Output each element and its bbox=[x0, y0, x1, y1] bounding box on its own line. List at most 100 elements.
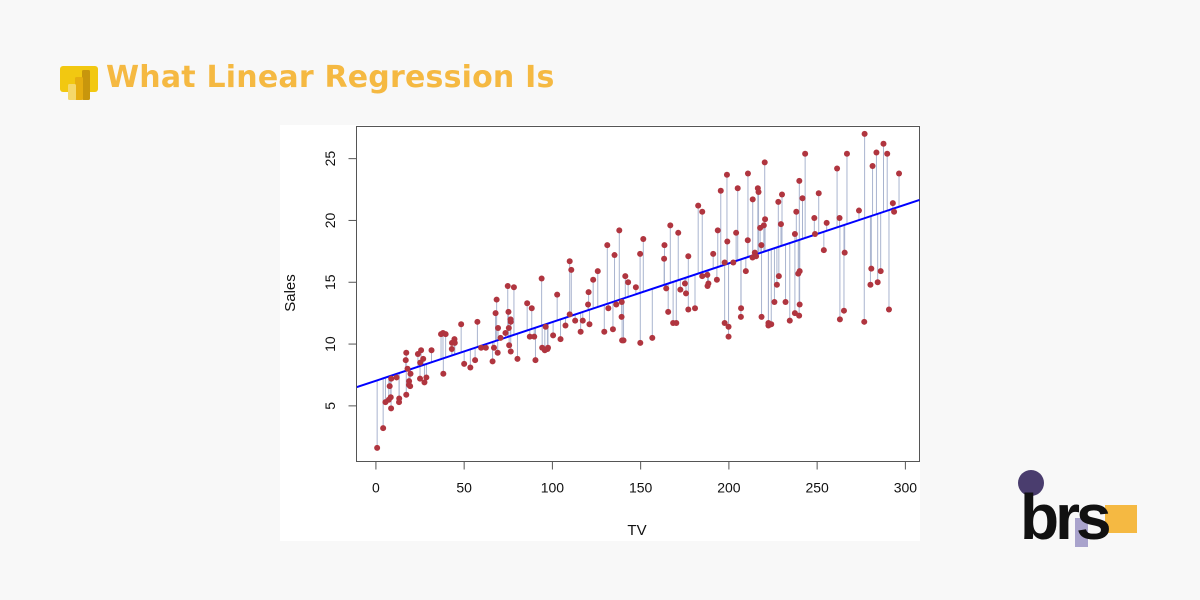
data-point bbox=[721, 320, 728, 327]
data-point bbox=[868, 265, 875, 272]
data-point bbox=[557, 336, 564, 343]
brs-logo: brs bbox=[1010, 460, 1150, 553]
data-point bbox=[538, 275, 545, 282]
data-point bbox=[387, 394, 394, 401]
data-point bbox=[713, 276, 720, 283]
data-point bbox=[877, 268, 884, 275]
data-point bbox=[625, 279, 632, 286]
data-point bbox=[507, 316, 514, 323]
data-point bbox=[640, 235, 647, 242]
data-point bbox=[505, 308, 512, 315]
data-point bbox=[695, 202, 702, 209]
data-point bbox=[714, 227, 721, 234]
data-point bbox=[562, 322, 569, 329]
data-point bbox=[663, 285, 670, 292]
data-point bbox=[601, 328, 608, 335]
x-tick-label: 150 bbox=[629, 480, 653, 496]
data-point bbox=[796, 177, 803, 184]
data-point bbox=[403, 391, 410, 398]
data-point bbox=[855, 207, 862, 214]
data-point bbox=[765, 322, 772, 329]
data-point bbox=[884, 150, 891, 157]
data-point bbox=[442, 331, 449, 338]
data-point bbox=[721, 259, 728, 266]
page-title: What Linear Regression Is bbox=[106, 60, 555, 95]
data-point bbox=[744, 170, 751, 177]
data-point bbox=[811, 214, 818, 221]
data-point bbox=[874, 279, 881, 286]
data-point bbox=[528, 305, 535, 312]
regression-line bbox=[356, 198, 920, 389]
data-point bbox=[820, 247, 827, 254]
x-tick-label: 100 bbox=[541, 480, 565, 496]
data-point bbox=[692, 305, 699, 312]
data-point bbox=[451, 339, 458, 346]
data-point bbox=[723, 171, 730, 178]
data-point bbox=[758, 242, 765, 249]
data-point bbox=[611, 252, 618, 259]
data-point bbox=[566, 258, 573, 265]
data-point bbox=[382, 399, 389, 406]
data-point bbox=[632, 284, 639, 291]
data-point bbox=[420, 355, 427, 362]
data-point bbox=[380, 425, 387, 432]
data-point bbox=[885, 306, 892, 313]
data-point bbox=[725, 323, 732, 330]
data-point bbox=[737, 313, 744, 320]
data-point bbox=[418, 347, 425, 354]
data-point bbox=[423, 374, 430, 381]
data-point bbox=[896, 170, 903, 177]
data-point bbox=[802, 150, 809, 157]
data-point bbox=[514, 355, 521, 362]
data-point bbox=[542, 323, 549, 330]
data-point bbox=[823, 219, 830, 226]
data-point bbox=[490, 344, 497, 351]
data-point bbox=[524, 300, 531, 307]
data-point bbox=[386, 383, 393, 390]
data-point bbox=[738, 305, 745, 312]
x-tick-label: 200 bbox=[717, 480, 741, 496]
data-point bbox=[771, 299, 778, 306]
data-point bbox=[404, 365, 411, 372]
data-point bbox=[506, 342, 513, 349]
data-point bbox=[891, 208, 898, 215]
data-point bbox=[618, 299, 625, 306]
y-tick-label: 10 bbox=[322, 336, 338, 352]
data-point bbox=[579, 317, 586, 324]
data-point bbox=[461, 360, 468, 367]
x-tick-label: 0 bbox=[372, 480, 380, 496]
data-point bbox=[396, 399, 403, 406]
data-point bbox=[497, 334, 504, 341]
data-point bbox=[526, 333, 533, 340]
data-point bbox=[458, 321, 465, 328]
data-point bbox=[568, 266, 575, 273]
data-point bbox=[796, 301, 803, 308]
data-point bbox=[734, 185, 741, 192]
data-point bbox=[779, 191, 786, 198]
data-point bbox=[777, 221, 784, 228]
data-point bbox=[773, 281, 780, 288]
data-point bbox=[681, 280, 688, 287]
data-point bbox=[861, 318, 868, 325]
data-point bbox=[405, 381, 412, 388]
data-point bbox=[861, 130, 868, 137]
data-point bbox=[594, 268, 601, 275]
data-point bbox=[699, 208, 706, 215]
data-point bbox=[421, 379, 428, 386]
data-point bbox=[733, 229, 740, 236]
data-point bbox=[586, 321, 593, 328]
data-point bbox=[841, 249, 848, 256]
data-point bbox=[661, 255, 668, 262]
data-point bbox=[472, 357, 479, 364]
data-point bbox=[705, 280, 712, 287]
data-point bbox=[683, 290, 690, 297]
data-point bbox=[467, 364, 474, 371]
data-point bbox=[704, 271, 711, 278]
power-bi-icon bbox=[60, 64, 100, 100]
data-point bbox=[585, 301, 592, 308]
data-point bbox=[495, 324, 502, 331]
data-point bbox=[585, 289, 592, 296]
data-point bbox=[867, 281, 874, 288]
data-point bbox=[761, 159, 768, 166]
data-point bbox=[836, 214, 843, 221]
